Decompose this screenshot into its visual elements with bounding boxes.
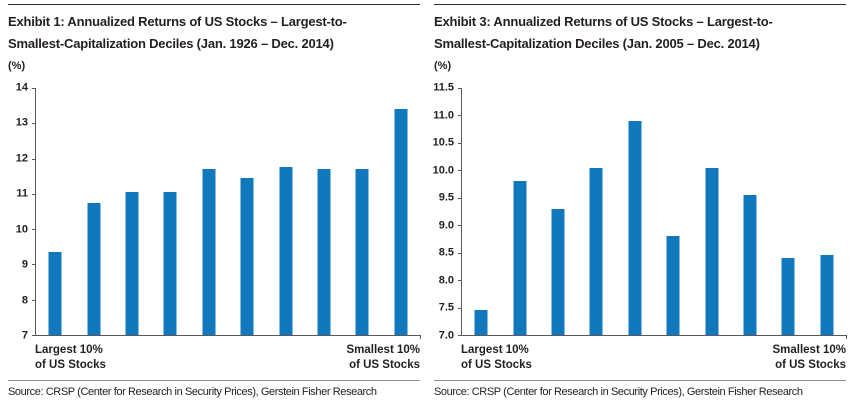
bar-decile-3: [125, 192, 139, 335]
exhibit-1-panel: Exhibit 1: Annualized Returns of US Stoc…: [8, 4, 421, 398]
y-axis-tick-mark: [458, 142, 462, 144]
bar-decile-5: [202, 169, 216, 335]
chart-title-line1: Exhibit 1: Annualized Returns of US Stoc…: [8, 14, 347, 29]
bar-decile-2: [87, 202, 101, 335]
chart-title-line2: Smallest-Capitalization Deciles (Jan. 19…: [8, 36, 334, 51]
y-axis-tick-label: 12: [15, 152, 28, 165]
bar-decile-9: [781, 258, 795, 335]
y-axis-tick-label: 9.5: [438, 191, 454, 204]
y-axis-tick-mark: [32, 158, 36, 160]
bar-decile-7: [279, 167, 293, 335]
y-axis-tick-label: 13: [15, 116, 28, 129]
y-axis-tick-mark: [458, 88, 462, 89]
x-axis-label-smallest-line1: Smallest 10%: [772, 344, 846, 356]
y-axis-tick-labels: 11.5 11.0 10.5 10.0 9.5 9.0 8.5 8.0 7.5 7.0: [432, 82, 461, 341]
chart-area: 14 13 12 11 10 9 8 7: [8, 82, 421, 341]
chart-title-line2: Smallest-Capitalization Deciles (Jan. 20…: [434, 36, 760, 51]
y-axis-tick-mark: [32, 335, 36, 336]
bar-decile-7: [705, 167, 719, 335]
x-axis-labels: Largest 10% of US Stocks Smallest 10% of…: [8, 343, 420, 372]
x-axis-label-smallest-line1: Smallest 10%: [346, 344, 420, 356]
exhibit-3-panel: Exhibit 3: Annualized Returns of US Stoc…: [426, 0, 852, 410]
y-axis-tick-label: 14: [15, 81, 28, 94]
x-axis-label-largest-line2: of US Stocks: [461, 358, 532, 371]
y-axis-tick-mark: [458, 115, 462, 117]
bar-decile-4: [589, 167, 603, 335]
source-divider: [434, 380, 846, 381]
top-rule: [8, 4, 420, 5]
x-axis-label-smallest: Smallest 10% of US Stocks: [346, 343, 420, 372]
top-rule: [434, 4, 846, 5]
y-axis-tick-label: 8: [21, 294, 28, 307]
x-axis-end-tick: [420, 335, 421, 339]
source-text: Source: CRSP (Center for Research in Sec…: [8, 386, 377, 398]
y-axis-tick-label: 7: [21, 329, 28, 342]
plot-area: [458, 88, 847, 339]
y-axis-tick-mark: [32, 229, 36, 231]
chart-area: 11.5 11.0 10.5 10.0 9.5 9.0 8.5 8.0 7.5 7.0: [432, 82, 847, 341]
plot-area: [32, 88, 421, 339]
x-axis-label-smallest: Smallest 10% of US Stocks: [772, 343, 846, 372]
bar-decile-8: [743, 195, 757, 335]
y-axis-tick-label: 8.5: [438, 246, 454, 259]
bar-decile-3: [551, 208, 565, 335]
chart-title-line1: Exhibit 3: Annualized Returns of US Stoc…: [434, 14, 773, 29]
y-axis-tick-label: 11.5: [433, 81, 454, 94]
y-axis-tick-label: 9.0: [438, 219, 454, 232]
y-axis-tick-mark: [458, 197, 462, 199]
y-axis-tick-mark: [458, 225, 462, 227]
bar-decile-10: [820, 255, 834, 335]
bar-decile-6: [240, 177, 254, 335]
bar-decile-10: [394, 109, 408, 335]
x-axis-label-largest: Largest 10% of US Stocks: [35, 343, 106, 372]
bar-decile-4: [163, 192, 177, 335]
bar-decile-6: [666, 236, 680, 335]
source-text: Source: CRSP (Center for Research in Sec…: [434, 386, 803, 398]
y-axis-tick-mark: [458, 335, 462, 336]
y-axis-tick-label: 7.0: [438, 329, 454, 342]
y-axis-tick-label: 9: [21, 258, 28, 271]
y-axis-tick-mark: [32, 299, 36, 301]
x-axis-label-largest-line2: of US Stocks: [35, 358, 106, 371]
y-axis-tick-label: 7.5: [438, 301, 454, 314]
y-axis-unit-label: (%): [8, 60, 26, 72]
y-axis-tick-labels: 14 13 12 11 10 9 8 7: [8, 82, 35, 341]
bar-decile-1: [48, 252, 62, 335]
y-axis-tick-mark: [32, 193, 36, 195]
chart-title: Exhibit 1: Annualized Returns of US Stoc…: [8, 11, 420, 55]
y-axis-tick-label: 10: [15, 223, 28, 236]
chart-title: Exhibit 3: Annualized Returns of US Stoc…: [434, 11, 846, 55]
y-axis-tick-mark: [458, 307, 462, 309]
bar-decile-9: [355, 169, 369, 335]
source-divider: [8, 380, 420, 381]
y-axis-tick-label: 10.5: [432, 136, 454, 149]
bar-decile-8: [317, 169, 331, 335]
y-axis-tick-mark: [32, 264, 36, 266]
x-axis-label-smallest-line2: of US Stocks: [775, 358, 846, 371]
y-axis-tick-label: 8.0: [438, 274, 454, 287]
bar-decile-1: [474, 310, 488, 335]
y-axis-tick-mark: [458, 170, 462, 172]
bar-decile-5: [628, 120, 642, 335]
x-axis-label-largest-line1: Largest 10%: [461, 344, 529, 356]
x-axis-label-largest: Largest 10% of US Stocks: [461, 343, 532, 372]
y-axis-tick-mark: [458, 280, 462, 282]
bar-decile-2: [513, 181, 527, 335]
x-axis-label-smallest-line2: of US Stocks: [349, 358, 420, 371]
x-axis-labels: Largest 10% of US Stocks Smallest 10% of…: [434, 343, 846, 372]
x-axis-end-tick: [846, 335, 847, 339]
y-axis-tick-label: 11: [16, 187, 28, 200]
y-axis-tick-label: 10.0: [432, 164, 454, 177]
y-axis-unit-label: (%): [434, 60, 452, 72]
y-axis-tick-label: 11.0: [433, 109, 454, 122]
y-axis-tick-mark: [458, 252, 462, 254]
y-axis-tick-mark: [32, 123, 36, 125]
x-axis-label-largest-line1: Largest 10%: [35, 344, 103, 356]
y-axis-tick-mark: [32, 88, 36, 89]
